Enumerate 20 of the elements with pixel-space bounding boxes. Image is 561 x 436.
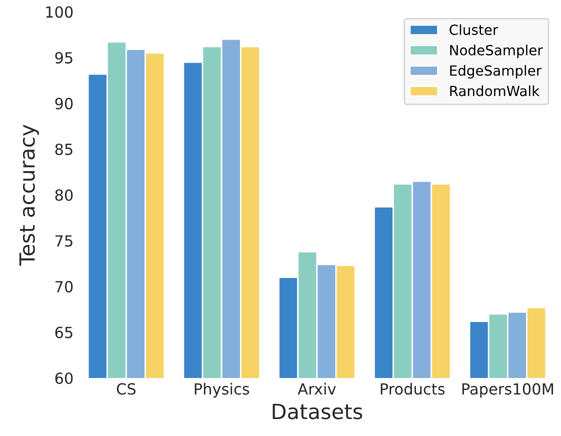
x-tick-label: CS (116, 383, 136, 395)
y-tick-label: 75 (55, 235, 72, 247)
y-tick-label: 60 (55, 372, 73, 384)
y-tick-label: 80 (55, 189, 73, 201)
x-tick-label: Physics (194, 382, 250, 398)
x-tick-label: Products (380, 382, 445, 395)
y-axis-title: Test accuracy (19, 124, 39, 266)
y-tick-label: 85 (55, 144, 72, 156)
legend-label: RandomWalk (450, 85, 540, 96)
x-tick-label: Arxiv (298, 382, 336, 394)
y-tick-label: 100 (46, 6, 73, 18)
legend-label: NodeSampler (450, 44, 543, 58)
y-tick-label: 95 (55, 52, 72, 64)
x-tick-label: Papers100M (462, 383, 553, 398)
y-tick-label: 90 (55, 98, 73, 110)
y-tick-label: 65 (55, 326, 72, 338)
legend-label: Cluster (450, 24, 498, 36)
y-tick-label: 70 (55, 280, 73, 292)
x-axis-title: Datasets (272, 404, 362, 420)
legend-label: EdgeSampler (450, 65, 542, 78)
